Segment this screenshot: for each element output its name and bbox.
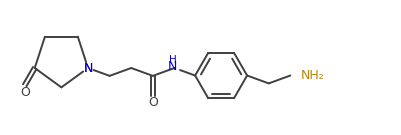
Text: O: O	[20, 86, 30, 99]
Text: N: N	[83, 62, 93, 75]
Text: H: H	[168, 55, 176, 65]
Text: N: N	[83, 62, 93, 75]
Text: N: N	[168, 60, 177, 72]
Text: O: O	[148, 96, 158, 109]
Text: NH₂: NH₂	[300, 69, 324, 82]
